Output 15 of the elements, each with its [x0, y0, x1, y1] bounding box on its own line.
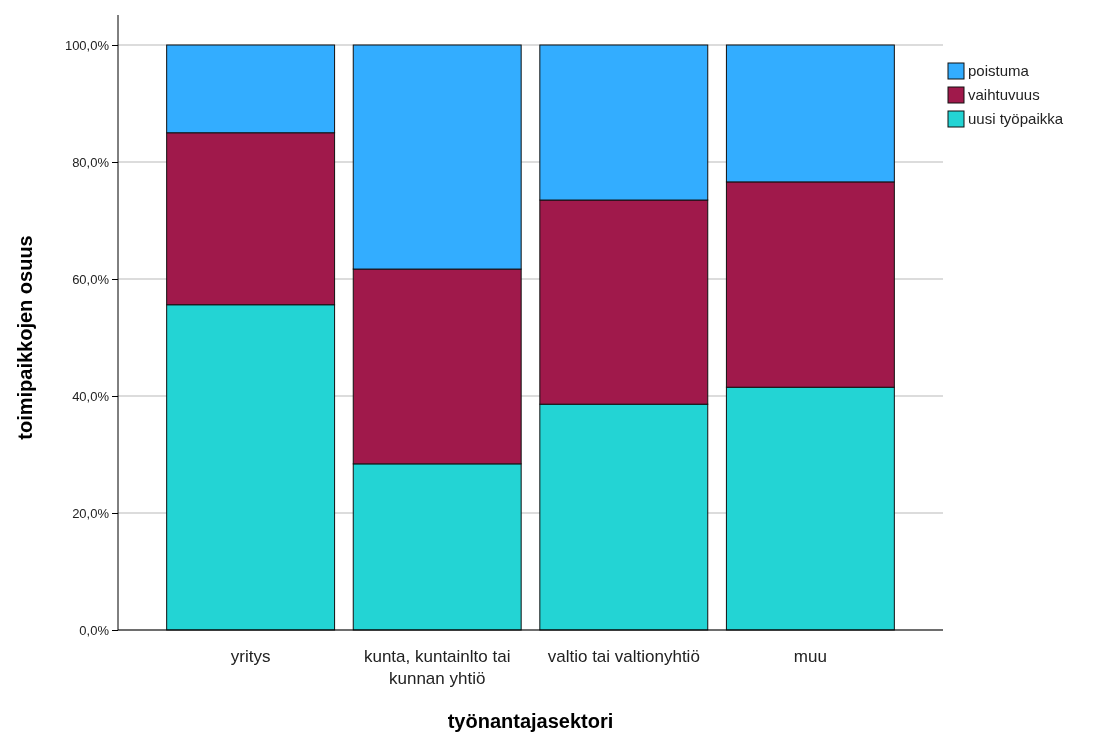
y-tick-label: 20,0% — [72, 505, 110, 521]
y-tick-label: 0,0% — [79, 622, 110, 638]
x-tick-label: muu — [793, 647, 827, 666]
legend-label: uusi työpaikka — [968, 110, 1064, 127]
legend-label: poistuma — [968, 62, 1030, 79]
y-tick-label: 60,0% — [72, 271, 110, 287]
y-axis-title: toimipaikkojen osuus — [14, 235, 36, 440]
legend-label: vaihtuvuus — [968, 86, 1040, 103]
x-tick-label: kunta, kuntainlto tai kunnan yhtiö — [363, 647, 511, 688]
y-tick-label: 40,0% — [72, 388, 110, 404]
x-axis-title: työnantajasektori — [447, 710, 614, 732]
x-tick-label: valtio tai valtionyhtiö — [547, 647, 700, 666]
y-tick-label: 100,0% — [64, 37, 110, 53]
y-tick-label: 80,0% — [72, 154, 110, 170]
x-tick-label: yritys — [230, 647, 271, 666]
